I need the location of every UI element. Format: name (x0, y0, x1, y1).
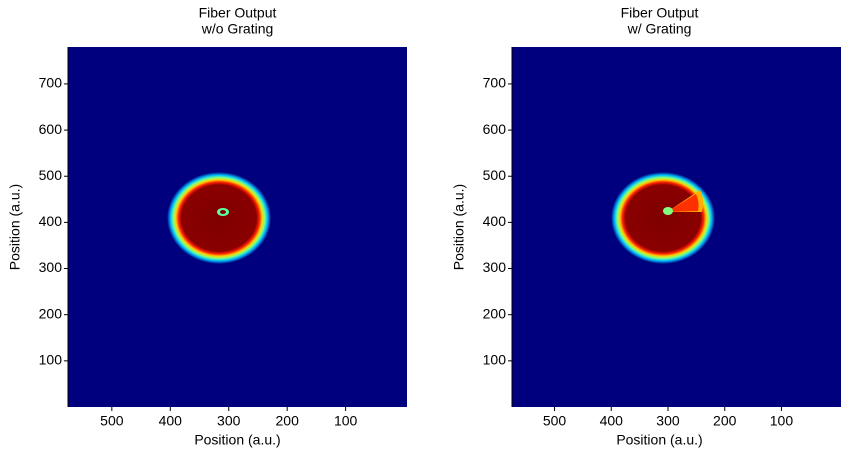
x-tick-label: 200 (276, 413, 300, 429)
x-tick-label: 300 (656, 413, 680, 429)
beam-center (663, 207, 673, 215)
x-tick-label: 200 (713, 413, 737, 429)
y-tick-label: 100 (39, 352, 63, 368)
y-tick-label: 400 (39, 213, 63, 229)
y-tick-label: 200 (483, 305, 507, 321)
y-tick-label: 700 (39, 75, 63, 91)
x-tick-label: 500 (100, 413, 124, 429)
beam (611, 172, 715, 264)
chart-subtitle: w/ Grating (627, 21, 692, 37)
x-tick-label: 100 (334, 413, 358, 429)
beam-center-core (220, 210, 226, 214)
y-tick-label: 100 (483, 352, 507, 368)
x-tick-label: 500 (543, 413, 567, 429)
y-tick-label: 400 (483, 213, 507, 229)
plot-area (512, 47, 841, 407)
y-tick-label: 300 (483, 259, 507, 275)
y-tick-label: 300 (39, 259, 63, 275)
x-tick-label: 100 (770, 413, 794, 429)
x-axis-label: Position (a.u.) (194, 432, 280, 448)
beam (167, 172, 271, 264)
chart-title: Fiber Output (199, 5, 277, 21)
y-tick-label: 700 (483, 75, 507, 91)
x-tick-label: 300 (217, 413, 241, 429)
x-tick-label: 400 (600, 413, 624, 429)
y-tick-label: 600 (39, 121, 63, 137)
y-tick-label: 500 (483, 167, 507, 183)
y-axis-label: Position (a.u.) (451, 184, 467, 270)
y-tick-label: 500 (39, 167, 63, 183)
y-axis-label: Position (a.u.) (7, 184, 23, 270)
chart-subtitle: w/o Grating (201, 21, 274, 37)
chart-title: Fiber Output (621, 5, 699, 21)
x-tick-label: 400 (159, 413, 183, 429)
x-axis-label: Position (a.u.) (616, 432, 702, 448)
y-tick-label: 200 (39, 305, 63, 321)
plot-area (68, 47, 407, 407)
beam-notch-inner (667, 194, 699, 212)
y-tick-label: 600 (483, 121, 507, 137)
